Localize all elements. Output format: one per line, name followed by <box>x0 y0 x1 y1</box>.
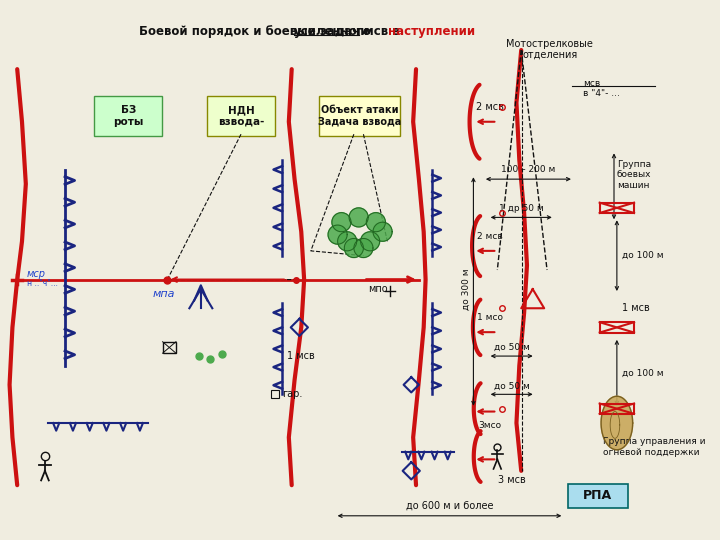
Circle shape <box>354 239 373 258</box>
Text: до 300 м: до 300 м <box>462 268 471 310</box>
Text: мпо: мпо <box>368 284 388 294</box>
FancyBboxPatch shape <box>567 484 628 508</box>
Text: 1 мсв: 1 мсв <box>621 303 649 313</box>
Text: БЗ
роты: БЗ роты <box>113 105 143 127</box>
Text: 2 мсв: 2 мсв <box>477 232 503 241</box>
Bar <box>163 342 176 353</box>
Circle shape <box>332 213 351 232</box>
Text: РПА: РПА <box>583 489 612 502</box>
Bar <box>600 403 634 414</box>
Text: Группа управления и
огневой поддержки: Группа управления и огневой поддержки <box>603 437 705 457</box>
Text: мсв в: мсв в <box>359 25 403 38</box>
Text: до 100 м: до 100 м <box>621 251 663 260</box>
Text: Боевой порядок и боевые задачи: Боевой порядок и боевые задачи <box>139 25 372 38</box>
Text: н .."ч"...: н .."ч"... <box>27 279 58 288</box>
Text: Мотострелковые
отделения: Мотострелковые отделения <box>506 38 593 60</box>
Text: 1 др 50 м: 1 др 50 м <box>499 204 544 213</box>
FancyBboxPatch shape <box>319 97 400 136</box>
Text: до 100 м: до 100 м <box>621 369 663 378</box>
Text: 1 мсв: 1 мсв <box>287 351 315 361</box>
Text: до 50 м: до 50 м <box>494 381 530 390</box>
Text: мср: мср <box>27 269 46 279</box>
Text: мпа: мпа <box>153 289 176 299</box>
Circle shape <box>344 239 364 258</box>
Circle shape <box>373 222 392 241</box>
Text: 100 – 200 м: 100 – 200 м <box>500 165 555 174</box>
Text: до 600 м и более: до 600 м и более <box>406 501 493 511</box>
Text: Объект атаки
Задача взвода: Объект атаки Задача взвода <box>318 105 401 127</box>
Text: 3 мсв: 3 мсв <box>498 475 526 485</box>
Text: 1 мсо: 1 мсо <box>477 313 503 322</box>
Text: усиленного: усиленного <box>294 25 372 38</box>
Text: НДН
взвода-: НДН взвода- <box>218 105 264 127</box>
Polygon shape <box>601 396 633 450</box>
Text: гар.: гар. <box>282 389 302 400</box>
Circle shape <box>328 225 347 244</box>
Text: мсв
в "4"- ...: мсв в "4"- ... <box>583 79 620 98</box>
Circle shape <box>338 232 356 251</box>
Circle shape <box>361 232 379 251</box>
Circle shape <box>349 208 368 227</box>
Text: до 50 м: до 50 м <box>494 343 530 352</box>
Circle shape <box>366 213 385 232</box>
Bar <box>271 389 279 398</box>
Text: Группа
боевых
машин: Группа боевых машин <box>617 160 652 190</box>
Text: наступлении: наступлении <box>388 25 475 38</box>
FancyBboxPatch shape <box>207 97 275 136</box>
Text: 2 мсв: 2 мсв <box>476 102 503 112</box>
Bar <box>600 322 634 333</box>
Text: 3мсо: 3мсо <box>478 421 501 430</box>
FancyBboxPatch shape <box>94 97 162 136</box>
Bar <box>600 202 634 213</box>
